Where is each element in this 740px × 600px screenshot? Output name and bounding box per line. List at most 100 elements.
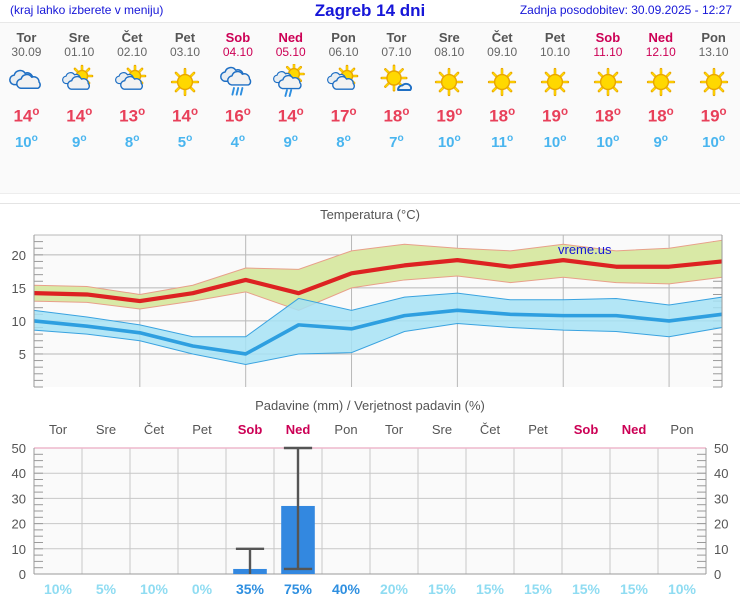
- degree-sign: o: [613, 106, 621, 118]
- watermark: vreme.us: [558, 242, 612, 257]
- precip-y-tick-right: 10: [714, 542, 728, 557]
- degree-sign: o: [186, 132, 193, 144]
- precip-day-label: Ned: [286, 422, 311, 437]
- day-column[interactable]: Ned 05.10 14o 9o: [264, 23, 317, 193]
- day-name: Pon: [701, 30, 726, 45]
- weather-icon-sun-small-cloud: [380, 64, 413, 92]
- day-low-temp: 10o: [438, 133, 461, 151]
- precip-whisker: [235, 547, 265, 574]
- day-column[interactable]: Pet 03.10 14o 5o: [159, 23, 212, 193]
- day-column[interactable]: Sre 01.10 14o 9o: [53, 23, 106, 193]
- day-low-value: 8: [336, 133, 345, 151]
- day-high-value: 14: [66, 106, 86, 126]
- degree-sign: o: [32, 106, 40, 118]
- degree-sign: o: [238, 132, 246, 144]
- degree-sign: o: [349, 106, 357, 118]
- day-low-value: 10: [543, 133, 561, 151]
- degree-sign: o: [190, 106, 198, 118]
- day-name: Tor: [386, 30, 407, 45]
- day-high-value: 19: [436, 106, 456, 126]
- degree-sign: o: [560, 132, 567, 144]
- precipitation-chart-title: Padavine (mm) / Verjetnost padavin (%): [255, 398, 485, 413]
- day-column[interactable]: Pon 13.10 19o 10o: [687, 23, 740, 193]
- day-name: Ned: [278, 30, 303, 45]
- day-column[interactable]: Tor 07.10 18o 7o: [370, 23, 423, 193]
- day-date: 10.10: [540, 45, 571, 59]
- day-high-temp: 13o: [119, 106, 145, 127]
- degree-sign: o: [454, 132, 461, 144]
- day-low-value: 11: [491, 133, 507, 151]
- day-column[interactable]: Sob 04.10 16o 4o: [211, 23, 264, 193]
- day-weather-icon: [56, 64, 102, 100]
- day-high-value: 18: [647, 106, 667, 126]
- temperature-min-line: [33, 308, 723, 356]
- weather-icon-partly-sunny: [326, 64, 358, 90]
- day-high-temp: 19o: [701, 106, 727, 127]
- degree-sign: o: [133, 132, 140, 144]
- weather-icon-sunny: [540, 67, 570, 97]
- precipitation-chart-svg: Tor Sre Čet Pet Sob Ned Pon Tor Sre Čet Pet Sob Ned P…: [12, 422, 729, 597]
- day-column[interactable]: Pet 10.10 19o 10o: [529, 23, 582, 193]
- strip-divider-1: [0, 193, 740, 194]
- day-low-value: 5: [177, 133, 187, 151]
- day-low-temp: 11o: [491, 133, 513, 151]
- weather-icon-sunny: [488, 67, 517, 97]
- day-column[interactable]: Sob 11.10 18o 10o: [581, 23, 634, 193]
- precip-y-tick-right: 40: [714, 466, 728, 481]
- day-weather-icon: [585, 64, 631, 100]
- day-high-temp: 18o: [489, 106, 515, 127]
- day-low-value: 7: [389, 133, 398, 151]
- day-low-temp: 9o: [653, 133, 668, 151]
- day-column[interactable]: Čet 02.10 13o 8o: [106, 23, 159, 193]
- day-weather-icon: [162, 64, 208, 100]
- precip-probability-label: 15%: [524, 581, 553, 597]
- day-low-temp: 10o: [702, 133, 725, 151]
- degree-sign: o: [397, 132, 404, 144]
- precip-day-label: Sob: [238, 422, 263, 437]
- degree-sign: o: [661, 132, 669, 144]
- precip-probability-label: 20%: [380, 581, 409, 597]
- day-low-value: 9: [283, 133, 292, 151]
- day-high-value: 19: [700, 106, 720, 126]
- day-low-value: 10: [14, 133, 32, 151]
- day-high-value: 17: [330, 106, 350, 126]
- day-date: 12.10: [645, 45, 676, 59]
- degree-sign: o: [506, 132, 514, 144]
- precip-day-label: Ned: [622, 422, 647, 437]
- day-column[interactable]: Čet 09.10 18o 11o: [476, 23, 529, 193]
- day-name: Ned: [648, 30, 674, 45]
- day-low-temp: 4o: [231, 133, 246, 151]
- day-date: 01.10: [64, 45, 95, 59]
- degree-sign: o: [508, 106, 516, 118]
- day-column[interactable]: Tor 30.09 14o 10o: [0, 23, 53, 193]
- day-high-temp: 14o: [278, 106, 304, 127]
- precip-y-tick-left: 40: [12, 466, 26, 481]
- day-column[interactable]: Sre 08.10 19o 10o: [423, 23, 476, 193]
- degree-sign: o: [718, 132, 726, 144]
- day-column[interactable]: Ned 12.10 18 o 9o: [634, 23, 687, 193]
- day-low-temp: 10o: [544, 133, 567, 151]
- degree-sign: o: [560, 106, 569, 118]
- day-name: Sob: [225, 30, 251, 45]
- day-low-temp: 9o: [283, 133, 298, 151]
- weather-icon-partly-sunny: [62, 64, 94, 90]
- day-date: 11.10: [593, 45, 623, 59]
- weather-icon-sunny: [435, 67, 464, 97]
- day-high-value: 16: [224, 106, 244, 126]
- day-name: Sre: [438, 30, 460, 45]
- day-name: Pet: [174, 30, 196, 45]
- day-low-temp: 8o: [336, 133, 351, 151]
- day-weather-icon: [321, 64, 367, 100]
- precip-day-label: Pet: [528, 422, 548, 437]
- day-low-value: 10: [437, 133, 455, 151]
- precip-probability-label: 15%: [620, 581, 649, 597]
- day-column[interactable]: Pon 06.10 17o 8o: [317, 23, 370, 193]
- day-low-temp: 9o: [72, 133, 87, 151]
- day-low-value: 4: [230, 133, 239, 151]
- day-date: 13.10: [698, 45, 729, 59]
- precip-y-tick-right: 30: [714, 491, 728, 506]
- precip-probability-label: 5%: [96, 581, 117, 597]
- precipitation-chart: Padavine (mm) / Verjetnost padavin (%) T…: [0, 398, 740, 600]
- day-name: Pet: [544, 30, 566, 45]
- day-columns: Tor 30.09 14o 10o Sre 01.10 14o 9o Čet 02.10 13o 8o…: [0, 23, 740, 193]
